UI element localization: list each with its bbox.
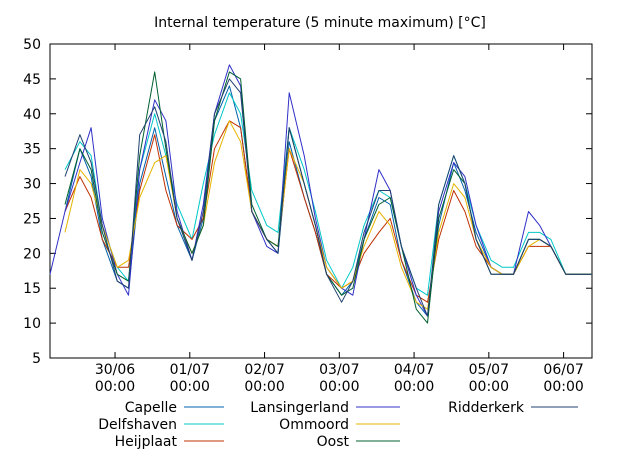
x-tick-label-time: 00:00 (95, 379, 135, 395)
legend-entry-lansingerland: Lansingerland (250, 400, 400, 416)
x-tick-label-date: 01/07 (170, 362, 210, 378)
legend-label: Capelle (125, 400, 177, 416)
legend-label: Ridderkerk (448, 400, 525, 416)
legend-entry-ommoord: Ommoord (279, 417, 400, 433)
x-tick-label-date: 04/07 (394, 362, 434, 378)
legend-label: Ommoord (279, 417, 349, 433)
x-tick-label-time: 00:00 (543, 379, 583, 395)
legend-entry-ridderkerk: Ridderkerk (448, 400, 578, 416)
y-tick-label: 20 (23, 246, 41, 262)
x-tick-label-time: 00:00 (319, 379, 359, 395)
y-tick-label: 15 (23, 281, 41, 297)
x-tick-label-time: 00:00 (394, 379, 434, 395)
legend-entry-oost: Oost (317, 434, 400, 450)
legend-label: Heijplaat (115, 434, 178, 450)
legend-entry-delfshaven: Delfshaven (98, 417, 224, 433)
plot-area-border (49, 43, 593, 359)
chart-title: Internal temperature (5 minute maximum) … (154, 15, 486, 31)
series-lines (49, 64, 592, 324)
x-tick-label-date: 02/07 (244, 362, 284, 378)
legend-label: Oost (317, 434, 350, 450)
legend-entry-heijplaat: Heijplaat (115, 434, 224, 450)
x-tick-label-time: 00:00 (469, 379, 509, 395)
series-line-oost (64, 71, 592, 324)
legend-label: Lansingerland (250, 400, 349, 416)
axis-ticks: 510152025303540455030/0600:0001/0700:000… (23, 37, 592, 395)
legend-entry-capelle: Capelle (125, 400, 224, 416)
y-tick-label: 25 (23, 211, 41, 227)
legend-label: Delfshaven (98, 417, 177, 433)
y-tick-label: 45 (23, 72, 41, 88)
y-tick-label: 35 (23, 142, 41, 158)
y-tick-label: 40 (23, 107, 41, 123)
x-tick-label-date: 06/07 (543, 362, 583, 378)
series-line-lansingerland (49, 64, 592, 317)
series-line-ridderkerk (64, 78, 592, 317)
series-line-delfshaven (64, 92, 592, 296)
y-tick-label: 30 (23, 177, 41, 193)
x-tick-label-date: 05/07 (469, 362, 509, 378)
y-tick-label: 10 (23, 316, 41, 332)
x-tick-label-time: 00:00 (170, 379, 210, 395)
x-tick-label-date: 03/07 (319, 362, 359, 378)
x-tick-label-date: 30/06 (95, 362, 135, 378)
series-line-capelle (64, 85, 592, 317)
x-tick-label-time: 00:00 (244, 379, 284, 395)
y-tick-label: 50 (23, 37, 41, 53)
legend: CapelleDelfshavenHeijplaatLansingerlandO… (98, 400, 578, 450)
y-tick-label: 5 (32, 351, 41, 367)
